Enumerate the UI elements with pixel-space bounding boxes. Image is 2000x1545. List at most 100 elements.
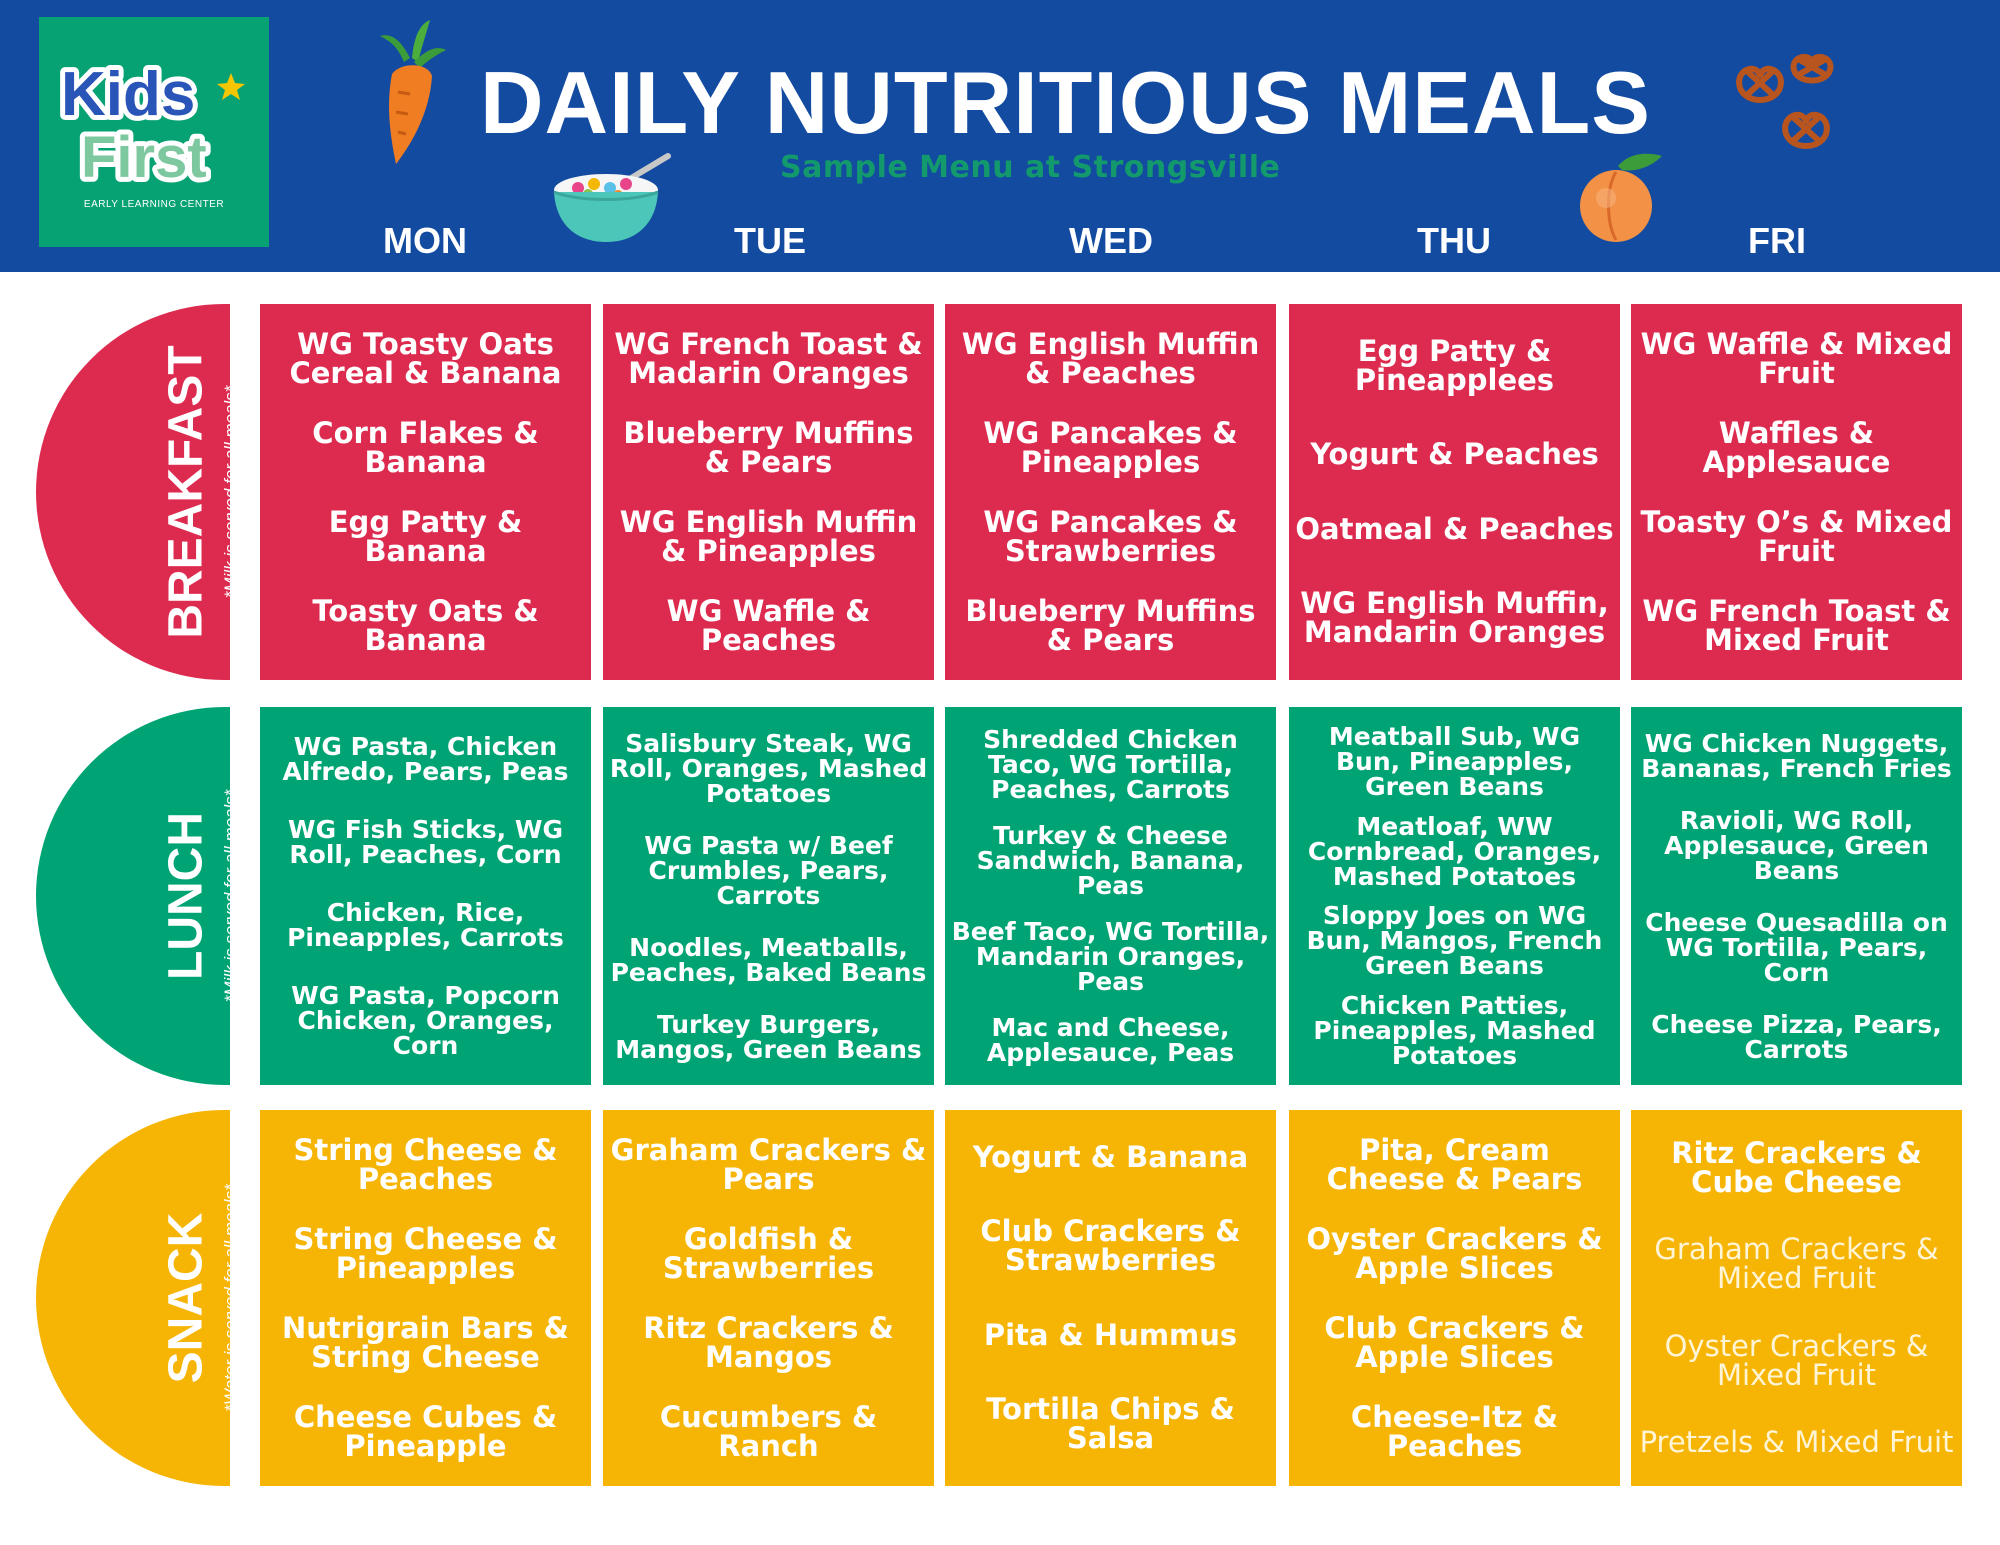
- cereal-bowl-icon: [553, 153, 671, 242]
- breakfast-wed-cell: WG English Muffin & Peaches WG Pancakes …: [945, 304, 1276, 680]
- menu-item: Blueberry Muffins & Pears: [623, 415, 914, 479]
- menu-item: WG Pancakes & Strawberries: [983, 504, 1238, 568]
- snack-mon-cell: String Cheese & Peaches String Cheese & …: [260, 1110, 591, 1486]
- menu-item: WG Waffle & Peaches: [666, 593, 871, 657]
- menu-item: WG Pasta, Popcorn Chicken, Oranges, Corn: [291, 981, 560, 1061]
- snack-tab: SNACK *Water is served for all meals*: [36, 1110, 240, 1486]
- menu-item: Pita & Hummus: [983, 1317, 1238, 1352]
- menu-item: Club Crackers & Strawberries: [980, 1214, 1241, 1278]
- breakfast-label: BREAKFAST: [159, 345, 213, 639]
- carrot-icon: [380, 20, 446, 164]
- day-header-mon: MON: [383, 220, 467, 261]
- breakfast-fri-cell: WG Waffle & Mixed Fruit Waffles & Apples…: [1631, 304, 1962, 680]
- lunch-wed-cell: Shredded Chicken Taco, WG Tortilla, Peac…: [945, 707, 1276, 1085]
- menu-item: Blueberry Muffins & Pears: [965, 593, 1256, 657]
- menu-item: Sloppy Joes on WG Bun, Mangos, French Gr…: [1306, 901, 1603, 981]
- snack-thu-cell: Pita, Cream Cheese & Pears Oyster Cracke…: [1289, 1110, 1620, 1486]
- menu-item: String Cheese & Peaches: [293, 1132, 558, 1196]
- menu-item: WG English Muffin & Peaches: [961, 326, 1260, 390]
- menu-item: Ritz Crackers & Mangos: [643, 1310, 894, 1374]
- menu-item: WG Pasta w/ Beef Crumbles, Pears, Carrot…: [644, 830, 893, 910]
- menu-item: Oyster Crackers & Mixed Fruit: [1664, 1328, 1929, 1392]
- menu-item: Corn Flakes & Banana: [312, 415, 539, 479]
- pretzel-icon: [1736, 53, 1834, 149]
- menu-item: WG Toasty Oats Cereal & Banana: [289, 326, 562, 390]
- menu-item: Beef Taco, WG Tortilla, Mandarin Oranges…: [951, 916, 1270, 996]
- menu-item: Chicken, Rice, Pineapples, Carrots: [287, 898, 564, 953]
- menu-item: Goldfish & Strawberries: [662, 1221, 875, 1285]
- menu-item: Ravioli, WG Roll, Applesauce, Green Bean…: [1664, 805, 1929, 885]
- snack-tue-cell: Graham Crackers & Pears Goldfish & Straw…: [603, 1110, 934, 1486]
- menu-item: Graham Crackers & Mixed Fruit: [1654, 1232, 1939, 1296]
- menu-item: Cheese Cubes & Pineapple: [293, 1399, 558, 1463]
- menu-item: Chicken Patties, Pineapples, Mashed Pota…: [1313, 990, 1596, 1070]
- menu-item: WG French Toast & Madarin Oranges: [614, 326, 923, 390]
- menu-item: Egg Patty & Pineapplees: [1354, 333, 1555, 397]
- menu-item: Shredded Chicken Taco, WG Tortilla, Peac…: [983, 725, 1238, 805]
- menu-item: Oatmeal & Peaches: [1295, 511, 1614, 546]
- peach-icon: [1580, 153, 1662, 242]
- menu-item: Tortilla Chips & Salsa: [986, 1392, 1235, 1456]
- menu-item: WG Chicken Nuggets, Bananas, French Frie…: [1641, 728, 1952, 783]
- menu-item: Turkey & Cheese Sandwich, Banana, Peas: [976, 821, 1245, 901]
- header-banner: Kids Kids First First EARLY LEARNING CEN…: [0, 0, 2000, 272]
- page-title: DAILY NUTRITIOUS MEALS: [480, 53, 1651, 152]
- snack-wed-cell: Yogurt & Banana Club Crackers & Strawber…: [945, 1110, 1276, 1486]
- menu-item: String Cheese & Pineapples: [293, 1221, 558, 1285]
- lunch-label: LUNCH: [159, 812, 213, 980]
- breakfast-mon-cell: WG Toasty Oats Cereal & Banana Corn Flak…: [260, 304, 591, 680]
- menu-item: WG English Muffin & Pineapples: [619, 504, 918, 568]
- menu-item: Noodles, Meatballs, Peaches, Baked Beans: [610, 932, 927, 987]
- menu-item: Graham Crackers & Pears: [610, 1132, 927, 1196]
- day-header-fri: FRI: [1748, 220, 1806, 261]
- menu-item: WG English Muffin, Mandarin Oranges: [1300, 586, 1609, 650]
- breakfast-note: *Milk is served for all meals*: [221, 385, 240, 599]
- menu-item: Nutrigrain Bars & String Cheese: [282, 1310, 569, 1374]
- logo-subtitle: EARLY LEARNING CENTER: [83, 199, 225, 210]
- menu-item: Pretzels & Mixed Fruit: [1639, 1424, 1954, 1459]
- lunch-tab: LUNCH *Milk is served for all meals*: [36, 707, 240, 1085]
- menu-item: Meatloaf, WW Cornbread, Oranges, Mashed …: [1307, 811, 1602, 891]
- menu-item: Club Crackers & Apple Slices: [1324, 1310, 1585, 1374]
- menu-item: WG Pancakes & Pineapples: [983, 415, 1238, 479]
- svg-text:First: First: [81, 125, 207, 190]
- menu-item: Pita, Cream Cheese & Pears: [1326, 1132, 1583, 1196]
- breakfast-tue-cell: WG French Toast & Madarin Oranges Bluebe…: [603, 304, 934, 680]
- kids-first-logo: Kids Kids First First EARLY LEARNING CEN…: [39, 17, 269, 247]
- svg-text:First: First: [81, 125, 207, 190]
- svg-text:Kids: Kids: [61, 60, 195, 129]
- lunch-note: *Milk is served for all meals*: [221, 789, 240, 1003]
- page-subtitle: Sample Menu at Strongsville: [780, 150, 1281, 185]
- menu-item: Yogurt & Banana: [972, 1139, 1249, 1174]
- menu-item: Turkey Burgers, Mangos, Green Beans: [615, 1009, 922, 1064]
- snack-label: SNACK: [159, 1212, 213, 1384]
- menu-item: WG French Toast & Mixed Fruit: [1642, 593, 1951, 657]
- menu-item: Meatball Sub, WG Bun, Pineapples, Green …: [1328, 722, 1581, 802]
- menu-item: Yogurt & Peaches: [1310, 437, 1599, 472]
- menu-item: Cheese Quesadilla on WG Tortilla, Pears,…: [1645, 907, 1948, 987]
- breakfast-tab: BREAKFAST *Milk is served for all meals*: [36, 304, 240, 680]
- breakfast-thu-cell: Egg Patty & Pineapplees Yogurt & Peaches…: [1289, 304, 1620, 680]
- menu-item: Mac and Cheese, Applesauce, Peas: [986, 1012, 1235, 1067]
- svg-text:Kids: Kids: [61, 60, 195, 129]
- snack-fri-cell: Ritz Crackers & Cube Cheese Graham Crack…: [1631, 1110, 1962, 1486]
- logo-graphic: Kids Kids First First: [56, 55, 245, 195]
- menu-item: Waffles & Applesauce: [1702, 415, 1891, 479]
- lunch-tue-cell: Salisbury Steak, WG Roll, Oranges, Mashe…: [603, 707, 934, 1085]
- lunch-thu-cell: Meatball Sub, WG Bun, Pineapples, Green …: [1289, 707, 1620, 1085]
- menu-item: Cucumbers & Ranch: [659, 1399, 878, 1463]
- day-header-wed: WED: [1069, 220, 1153, 261]
- menu-item: Toasty Oats & Banana: [312, 593, 539, 657]
- lunch-fri-cell: WG Chicken Nuggets, Bananas, French Frie…: [1631, 707, 1962, 1085]
- snack-note: *Water is served for all meals*: [221, 1184, 240, 1412]
- menu-item: WG Waffle & Mixed Fruit: [1640, 326, 1953, 390]
- day-header-tue: TUE: [734, 220, 806, 261]
- menu-item: Ritz Crackers & Cube Cheese: [1671, 1136, 1922, 1200]
- menu-item: WG Pasta, Chicken Alfredo, Pears, Peas: [282, 731, 569, 786]
- menu-item: WG Fish Sticks, WG Roll, Peaches, Corn: [288, 814, 563, 869]
- menu-item: Cheese Pizza, Pears, Carrots: [1651, 1009, 1942, 1064]
- menu-item: Oyster Crackers & Apple Slices: [1306, 1221, 1603, 1285]
- day-header-thu: THU: [1417, 220, 1491, 261]
- menu-item: Egg Patty & Banana: [328, 504, 523, 568]
- menu-item: Cheese-Itz & Peaches: [1350, 1399, 1559, 1463]
